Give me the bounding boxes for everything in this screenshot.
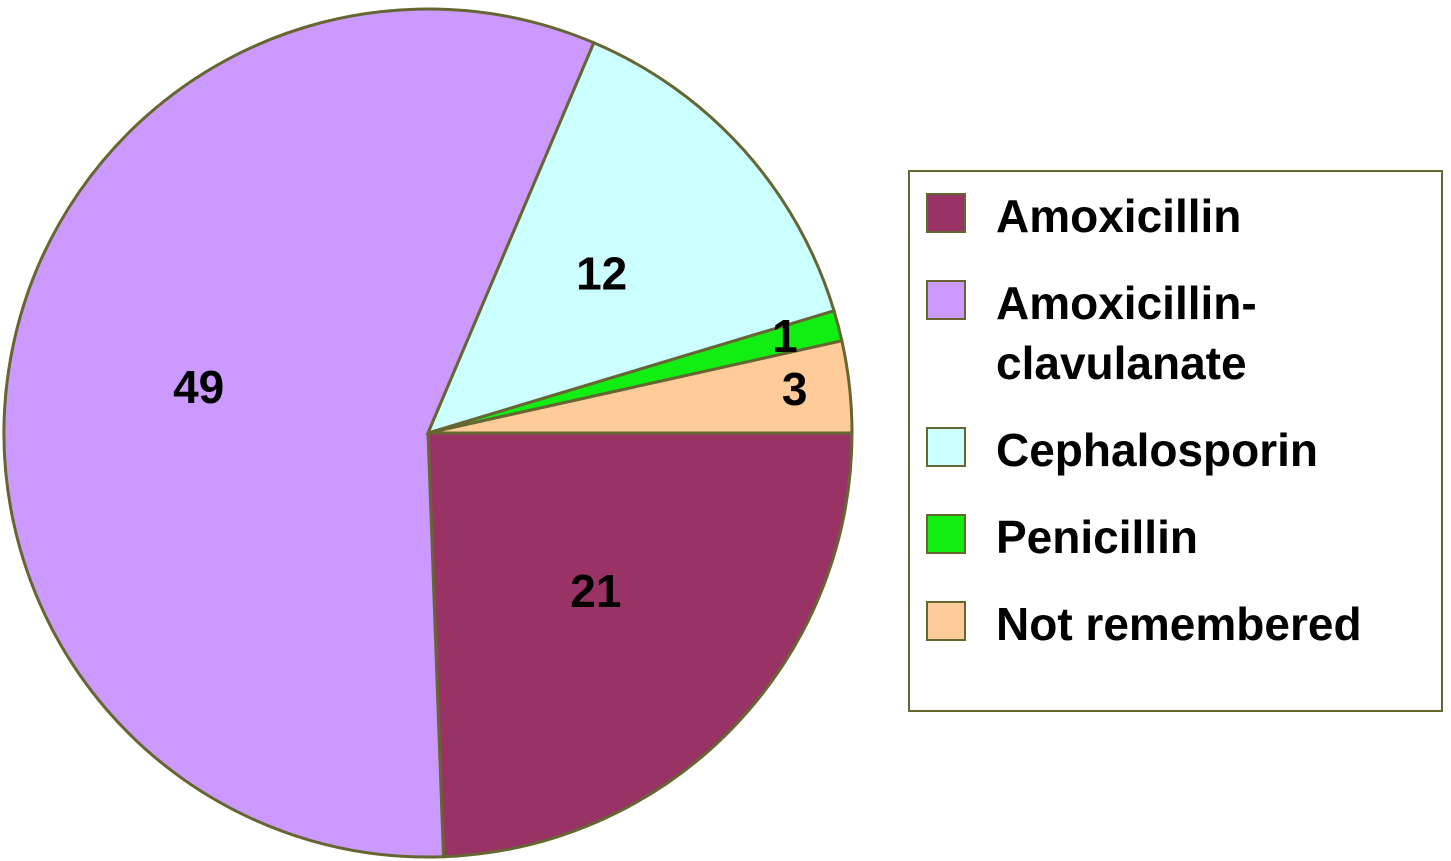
legend-entry: Not remembered	[926, 594, 1441, 654]
data-label: 21	[570, 565, 621, 617]
legend-swatch	[926, 193, 966, 233]
data-label: 12	[576, 248, 627, 300]
legend-entry: Amoxicillin	[926, 186, 1441, 246]
legend: Amoxicillin Amoxicillin-clavulanate Cephal…	[908, 170, 1443, 712]
legend-entry: Cephalosporin	[926, 420, 1441, 480]
pie-slice	[2, 7, 596, 859]
legend-label: Amoxicillin-clavulanate	[996, 277, 1257, 389]
legend-label: Not remembered	[996, 598, 1362, 650]
legend-label: Amoxicillin	[996, 190, 1242, 242]
data-label: 3	[782, 363, 808, 415]
data-label: 49	[173, 361, 224, 413]
legend-swatch	[926, 601, 966, 641]
legend-swatch	[926, 280, 966, 320]
legend-swatch	[926, 514, 966, 554]
legend-label: Cephalosporin	[996, 424, 1319, 476]
legend-entry: Amoxicillin-clavulanate	[926, 273, 1441, 393]
legend-swatch	[926, 427, 966, 467]
pie-slice	[426, 431, 854, 859]
legend-label: Penicillin	[996, 511, 1198, 563]
pie-slice	[425, 40, 836, 436]
legend-entry: Penicillin	[926, 507, 1441, 567]
data-label: 1	[772, 310, 798, 362]
pie-slice	[427, 339, 854, 435]
